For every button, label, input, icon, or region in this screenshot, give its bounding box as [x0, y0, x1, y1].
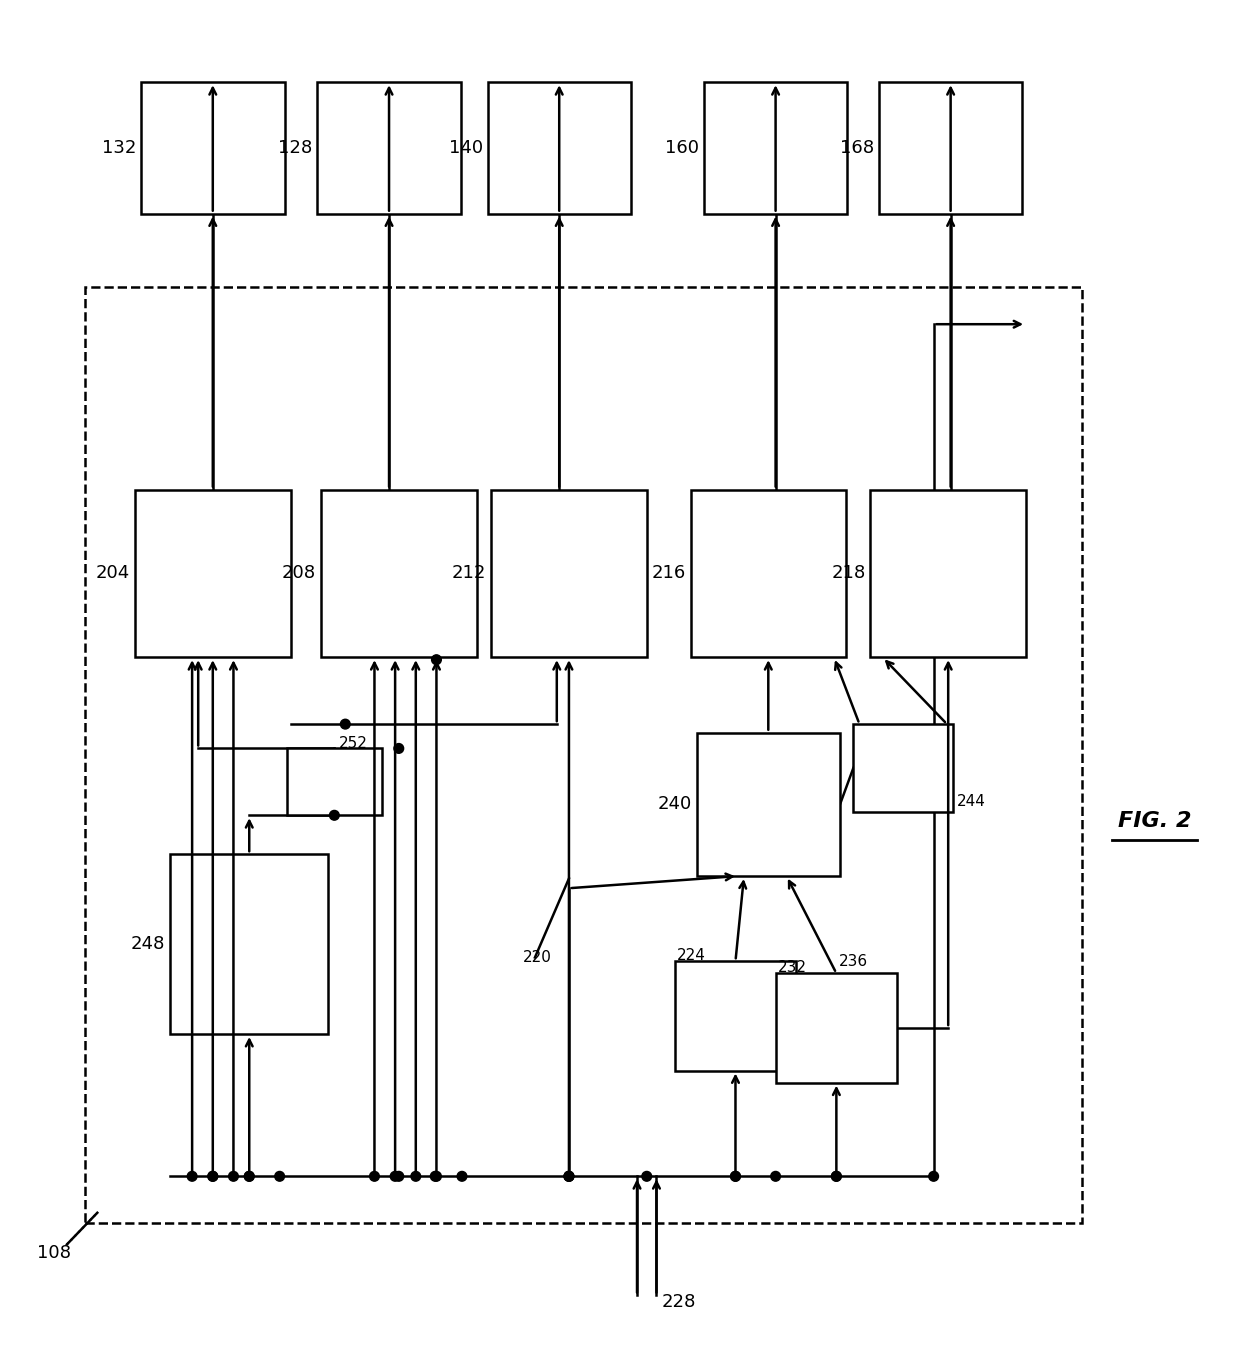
Bar	[775, 973, 898, 1082]
Circle shape	[244, 1171, 254, 1181]
Circle shape	[730, 1171, 740, 1181]
Text: 224: 224	[677, 947, 706, 962]
Bar	[170, 854, 329, 1034]
Text: 212: 212	[451, 565, 486, 582]
Bar	[691, 489, 846, 658]
Bar	[321, 489, 476, 658]
Circle shape	[244, 1171, 254, 1181]
Bar	[487, 82, 631, 213]
Circle shape	[208, 1171, 218, 1181]
Text: 244: 244	[957, 794, 986, 809]
Text: 228: 228	[661, 1293, 696, 1310]
Bar	[870, 489, 1025, 658]
Circle shape	[564, 1171, 574, 1181]
Circle shape	[771, 1171, 780, 1181]
Text: 220: 220	[523, 950, 552, 965]
Circle shape	[929, 1171, 939, 1181]
Text: FIG. 2: FIG. 2	[1117, 812, 1192, 831]
Circle shape	[341, 719, 350, 730]
Text: 252: 252	[340, 736, 368, 751]
Text: 140: 140	[449, 139, 482, 157]
Circle shape	[458, 1171, 466, 1181]
Bar	[86, 286, 1083, 1223]
Text: 204: 204	[95, 565, 130, 582]
Text: 218: 218	[831, 565, 866, 582]
Circle shape	[394, 743, 404, 754]
Bar	[675, 961, 796, 1070]
Circle shape	[410, 1171, 420, 1181]
Bar	[286, 748, 382, 815]
Circle shape	[208, 1171, 218, 1181]
Text: 216: 216	[651, 565, 686, 582]
Bar	[853, 724, 954, 812]
Circle shape	[187, 1171, 197, 1181]
Circle shape	[391, 1171, 401, 1181]
Bar	[704, 82, 847, 213]
Text: 132: 132	[102, 139, 136, 157]
Circle shape	[330, 811, 340, 820]
Circle shape	[642, 1171, 651, 1181]
Bar	[135, 489, 290, 658]
Bar	[317, 82, 461, 213]
Bar	[879, 82, 1022, 213]
Circle shape	[730, 1171, 740, 1181]
Text: 232: 232	[777, 959, 807, 974]
Circle shape	[394, 1171, 404, 1181]
Text: 208: 208	[281, 565, 316, 582]
Circle shape	[564, 1171, 574, 1181]
Circle shape	[832, 1171, 841, 1181]
Circle shape	[432, 1171, 441, 1181]
Circle shape	[832, 1171, 841, 1181]
Text: 248: 248	[131, 935, 165, 954]
Circle shape	[228, 1171, 238, 1181]
Circle shape	[370, 1171, 379, 1181]
Bar	[491, 489, 647, 658]
Circle shape	[564, 1171, 574, 1181]
Bar	[697, 732, 839, 875]
Circle shape	[432, 655, 441, 665]
Circle shape	[275, 1171, 284, 1181]
Text: 108: 108	[36, 1244, 71, 1262]
Bar	[141, 82, 284, 213]
Text: 168: 168	[839, 139, 874, 157]
Text: 160: 160	[665, 139, 699, 157]
Text: 236: 236	[838, 954, 868, 969]
Text: 128: 128	[278, 139, 312, 157]
Circle shape	[430, 1171, 440, 1181]
Text: 240: 240	[657, 796, 692, 813]
